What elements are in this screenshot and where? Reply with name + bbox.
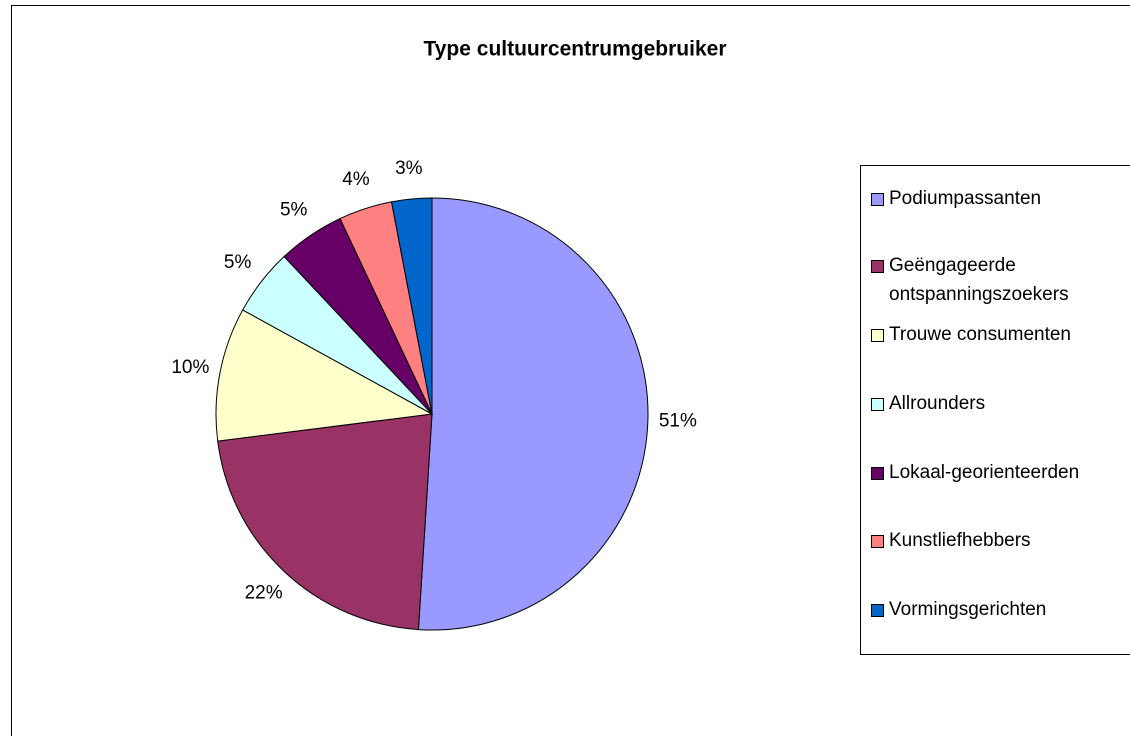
legend-swatch: [871, 467, 884, 480]
data-label: 51%: [659, 411, 697, 432]
legend-entry: Kunstliefhebbers: [871, 526, 1130, 555]
legend-label: Geëngageerde ontspanningszoekers: [889, 255, 1069, 305]
legend-label: Podiumpassanten: [889, 188, 1042, 209]
legend-label: Vormingsgerichten: [889, 599, 1047, 620]
legend-swatch: [871, 398, 884, 411]
data-label: 5%: [224, 252, 252, 273]
legend-entry: Trouwe consumenten: [871, 320, 1130, 349]
legend-swatch: [871, 604, 884, 617]
chart-title: Type cultuurcentrumgebruiker: [423, 38, 726, 61]
data-label: 10%: [171, 357, 209, 378]
pie-slice: [217, 413, 433, 631]
legend-entry: Lokaal-georienteerden: [871, 458, 1130, 487]
pie-slice: [215, 309, 434, 442]
legend-entry: Allrounders: [871, 389, 1130, 418]
legend: Podiumpassanten Geëngageerde ontspannings…: [860, 165, 1130, 655]
data-label: 4%: [342, 169, 370, 190]
pie-slice: [417, 197, 649, 631]
legend-label: Kunstliefhebbers: [889, 530, 1031, 551]
legend-label: Allrounders: [889, 393, 986, 414]
legend-swatch: [871, 260, 884, 273]
data-label: 22%: [245, 582, 283, 603]
pie-slice: [390, 197, 433, 415]
legend-entry: Geëngageerde ontspanningszoekers: [871, 251, 1130, 309]
legend-entry: Vormingsgerichten: [871, 595, 1130, 624]
legend-entry: Podiumpassanten: [871, 184, 1130, 213]
legend-swatch: [871, 329, 884, 342]
legend-swatch: [871, 535, 884, 548]
data-label: 5%: [280, 200, 308, 221]
legend-swatch: [871, 193, 884, 206]
legend-label: Trouwe consumenten: [889, 324, 1072, 345]
data-label: 3%: [395, 158, 423, 179]
legend-label: Lokaal-georienteerden: [889, 462, 1080, 483]
